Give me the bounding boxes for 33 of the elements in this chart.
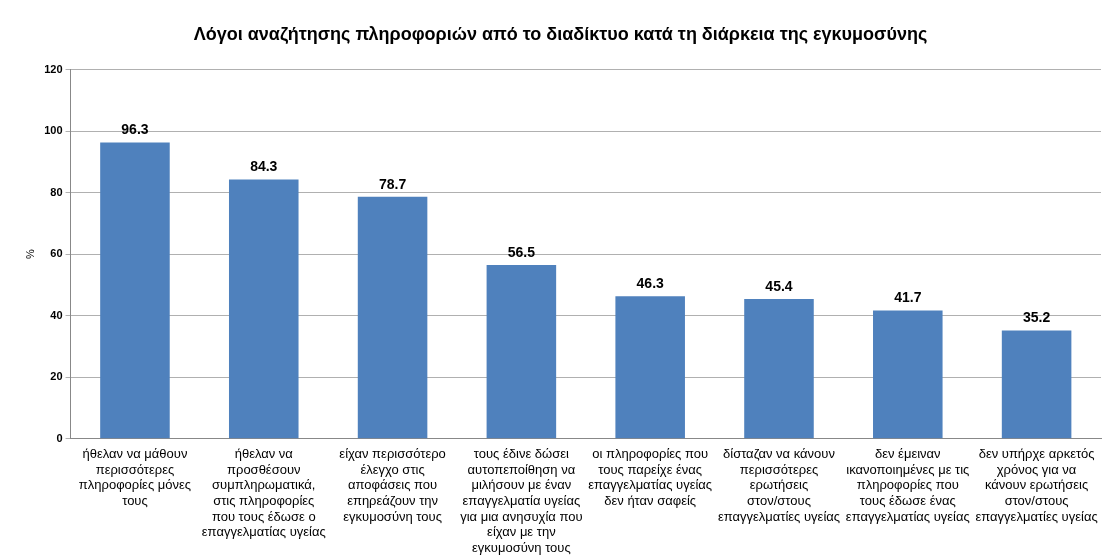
bar: [744, 299, 814, 439]
x-tick-label: ήθελαν να προσθέσουν συμπληρωματικά, στις πληροφορίες που τους έδωσε ο επαγγελματίας υγείας: [201, 446, 326, 540]
y-tick-label: 20: [50, 370, 63, 383]
chart-title: Λόγοι αναζήτησης πληροφοριών από το διαδίκτυο κατά τη διάρκεια της εγκυμοσύνης: [193, 23, 928, 45]
data-label: 35.2: [1022, 309, 1051, 326]
data-label: 45.4: [765, 277, 793, 294]
x-tick-label: οι πληροφορίες που τους παρείχε ένας επαγγελματίας υγείας δεν ήταν σαφείς: [588, 446, 713, 508]
y-tick-label: 60: [50, 247, 63, 260]
x-tick-label: δεν έμειναν ικανοποιημένες με τις πληροφορίες που τους έδωσε ένας επαγγελματίας υγείας: [845, 446, 970, 524]
data-label: 96.3: [121, 121, 149, 138]
y-tick-label: 80: [50, 185, 63, 198]
y-tick-label: 0: [56, 431, 63, 444]
y-tick-label: 100: [44, 124, 63, 137]
x-tick-label: είχαν περισσότερο έλεγχο στις αποφάσεις που επηρεάζουν την εγκυμοσύνη τους: [339, 446, 446, 524]
data-label: 78.7: [378, 175, 407, 192]
y-tick-label: 120: [44, 62, 63, 75]
x-tick-label: δίσταζαν να κάνουν περισσότερες ερωτήσεις στον/στους επαγγελματίες υγείας: [717, 446, 841, 524]
bar: [228, 179, 299, 439]
y-tick-label: 40: [50, 308, 63, 321]
bar: [100, 142, 170, 439]
data-label: 41.7: [894, 289, 922, 306]
x-tick-label: τους έδινε δώσει αυτοπεποίθηση να μιλήσουν με έναν επαγγελματία υγείας για μια ανησυχία που είχαν με την εγκυμοσύνη τους: [460, 446, 583, 555]
bar: [486, 264, 557, 439]
data-label: 46.3: [636, 275, 665, 292]
x-tick-label: ήθελαν να μάθουν περισσότερες πληροφορίες μόνες τους: [78, 446, 192, 508]
y-axis-title: %: [23, 249, 36, 260]
bar: [615, 296, 685, 439]
bar: [873, 310, 943, 439]
bar: [357, 196, 428, 439]
data-label: 84.3: [250, 158, 278, 175]
x-tick-label: δεν υπήρχε αρκετός χρόνος για να κάνουν ερωτήσεις στον/στους επαγγελματίες υγείας: [975, 446, 1098, 524]
bar: [1001, 330, 1072, 439]
data-label: 56.5: [507, 243, 536, 260]
